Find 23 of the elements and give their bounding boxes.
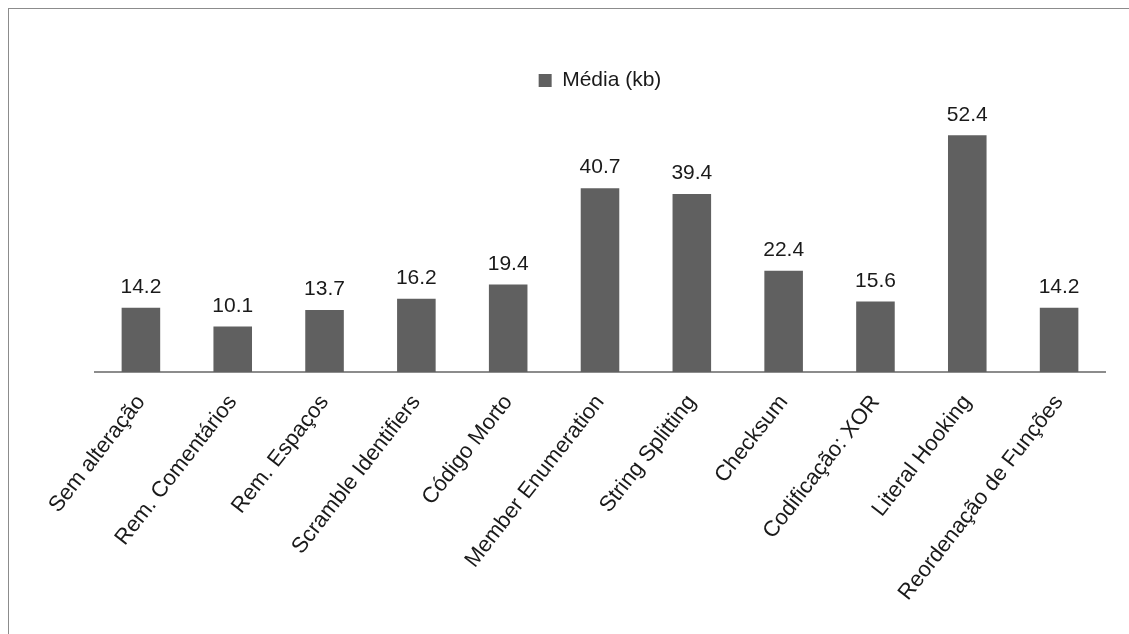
bar — [305, 310, 344, 372]
data-label: 14.2 — [1038, 274, 1080, 298]
data-label: 10.1 — [212, 292, 254, 316]
bar — [121, 307, 161, 372]
bar — [764, 270, 803, 372]
bar — [213, 326, 253, 372]
data-label: 52.4 — [946, 101, 989, 125]
legend-label: Média (kb) — [562, 67, 662, 91]
data-label: 39.4 — [671, 160, 713, 184]
data-label: 16.2 — [395, 265, 437, 289]
bar — [488, 284, 528, 372]
bar — [672, 194, 712, 372]
data-label: 22.4 — [763, 237, 805, 261]
bar — [947, 135, 987, 372]
bar — [1039, 307, 1079, 372]
data-label: 14.2 — [120, 274, 162, 298]
bar — [397, 298, 436, 372]
bar — [580, 188, 620, 372]
bar — [856, 301, 895, 372]
data-label: 40.7 — [579, 154, 621, 178]
data-label: 19.4 — [487, 250, 529, 274]
data-label: 15.6 — [855, 267, 896, 291]
data-label: 13.7 — [304, 276, 345, 300]
